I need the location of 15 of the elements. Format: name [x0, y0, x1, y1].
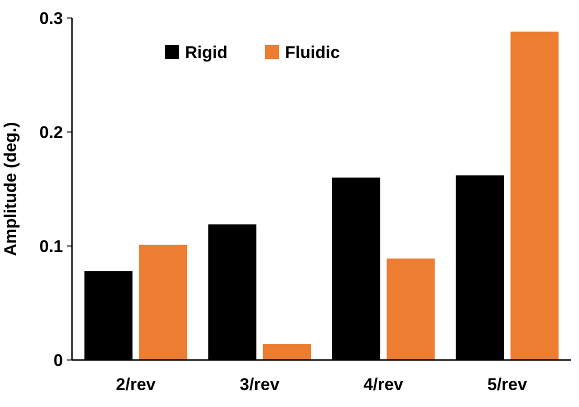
bar: [139, 244, 188, 360]
x-tick-label: 4/rev: [364, 375, 404, 394]
y-tick-label: 0.3: [39, 8, 63, 28]
x-tick-label: 5/rev: [487, 375, 528, 394]
legend-label: Rigid: [185, 42, 228, 62]
x-tick-label: 2/rev: [116, 375, 156, 394]
bar: [510, 32, 559, 360]
legend-label: Fluidic: [285, 42, 340, 62]
y-tick-label: 0.2: [39, 122, 63, 142]
y-tick-label: 0: [54, 350, 63, 370]
bar: [386, 258, 435, 360]
bar: [262, 344, 311, 360]
x-tick-label: 3/rev: [240, 375, 280, 394]
y-tick-label: 0.1: [39, 236, 63, 256]
y-axis-title: Amplitude (deg.): [1, 122, 20, 256]
